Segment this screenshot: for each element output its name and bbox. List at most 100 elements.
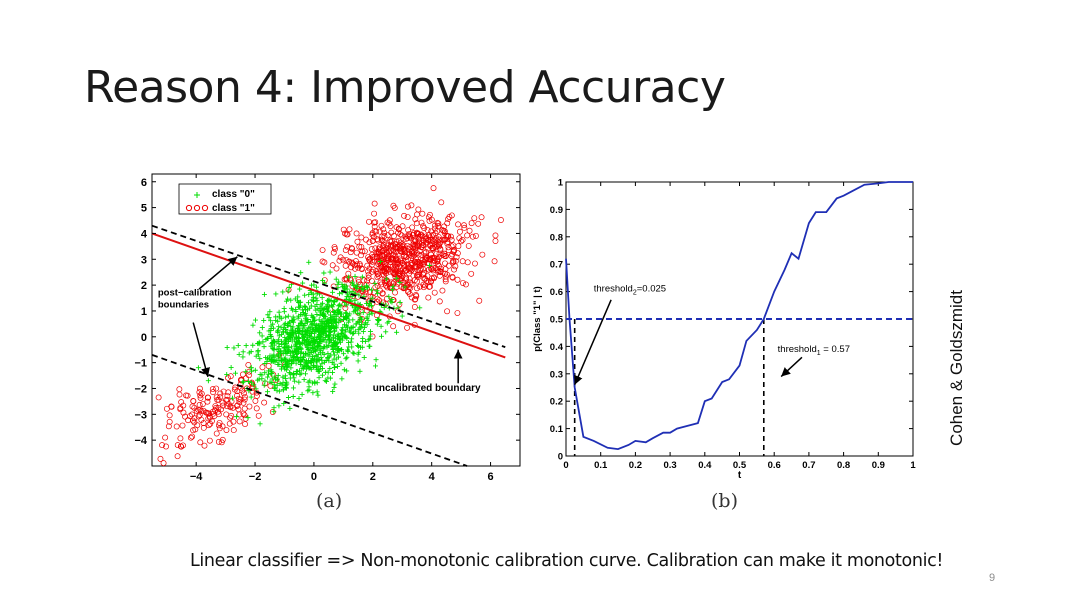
- data-point: [327, 366, 333, 372]
- data-point: [428, 278, 434, 285]
- data-point: [333, 313, 339, 319]
- data-point: [430, 267, 436, 274]
- figure-caption-a: (a): [316, 490, 343, 512]
- data-point: [265, 336, 271, 342]
- data-point: [313, 322, 319, 328]
- data-point: [337, 254, 344, 261]
- data-point: [270, 339, 276, 345]
- data-point: [230, 418, 237, 425]
- data-point: [386, 294, 392, 300]
- data-point: [326, 298, 332, 304]
- data-point: [369, 287, 375, 293]
- data-point: [296, 396, 302, 402]
- data-point: [318, 302, 324, 308]
- data-point: [412, 296, 419, 302]
- data-point: [320, 277, 326, 283]
- data-point: [299, 307, 305, 313]
- data-point: [390, 283, 396, 289]
- data-point: [367, 329, 373, 335]
- data-point: [366, 288, 373, 295]
- data-point: [253, 405, 260, 412]
- data-point: [460, 280, 466, 286]
- data-point: [419, 210, 426, 217]
- data-point: [276, 343, 282, 349]
- x-tick-label: 0.3: [663, 460, 676, 471]
- x-tick-label: 0.9: [872, 460, 885, 471]
- data-point: [313, 365, 319, 371]
- data-point: [282, 340, 288, 346]
- data-point: [309, 297, 315, 303]
- data-point: [406, 275, 413, 282]
- data-point: [302, 371, 308, 377]
- data-point: [173, 423, 180, 430]
- data-point: [265, 355, 271, 361]
- data-point: [285, 395, 291, 400]
- data-point: [289, 317, 295, 323]
- data-point: [336, 279, 342, 285]
- data-point: [314, 380, 320, 386]
- y-tick-label: 0.9: [550, 205, 563, 216]
- data-point: [297, 339, 303, 345]
- data-point: [378, 333, 384, 339]
- data-point: [200, 424, 207, 431]
- data-point: [209, 386, 216, 393]
- data-point: [454, 276, 461, 283]
- data-point: [448, 212, 455, 219]
- y-tick-label: 0.2: [550, 397, 563, 408]
- data-point: [340, 226, 347, 233]
- data-point: [348, 325, 354, 331]
- data-point: [412, 291, 419, 298]
- data-point: [291, 353, 297, 359]
- data-point: [408, 259, 415, 266]
- data-point: [492, 238, 499, 244]
- data-point: [340, 325, 346, 331]
- data-point: [270, 346, 276, 352]
- data-point: [297, 358, 303, 364]
- data-point: [356, 243, 363, 250]
- data-point: [289, 344, 295, 350]
- data-point: [389, 299, 395, 305]
- data-point: [353, 249, 360, 256]
- data-point: [290, 372, 296, 378]
- data-point: [411, 258, 418, 265]
- data-point: [345, 319, 351, 325]
- data-point: [412, 216, 419, 223]
- data-point: [364, 277, 371, 284]
- data-point: [268, 367, 274, 373]
- data-point: [432, 236, 439, 243]
- data-point: [240, 349, 246, 355]
- data-point: [266, 315, 272, 321]
- data-point: [278, 351, 284, 357]
- data-point: [269, 340, 275, 346]
- data-point: [274, 339, 280, 345]
- data-point: [402, 267, 409, 274]
- data-point: [317, 363, 323, 369]
- data-point: [387, 223, 394, 230]
- data-point: [410, 237, 417, 244]
- data-point: [430, 275, 437, 282]
- data-point: [206, 437, 213, 444]
- data-point: [333, 319, 339, 325]
- data-point: [265, 312, 271, 318]
- data-point: [367, 333, 373, 339]
- data-point: [281, 305, 287, 311]
- data-point: [332, 352, 338, 358]
- data-point: [189, 411, 195, 418]
- data-point: [368, 277, 375, 284]
- y-tick-label: 5: [141, 203, 147, 215]
- data-point: [293, 371, 299, 377]
- data-point: [441, 230, 448, 236]
- data-point: [335, 285, 341, 291]
- legend-label-class-1: class "1": [212, 203, 255, 214]
- data-point: [416, 271, 423, 278]
- y-tick-label: 0.5: [550, 315, 564, 326]
- data-point: [315, 326, 321, 332]
- data-point: [321, 328, 327, 334]
- data-point: [287, 371, 293, 377]
- data-point: [316, 343, 322, 349]
- data-point: [476, 297, 483, 304]
- data-point: [415, 251, 422, 258]
- data-point: [223, 427, 230, 433]
- data-point: [355, 342, 361, 348]
- data-point: [334, 349, 340, 355]
